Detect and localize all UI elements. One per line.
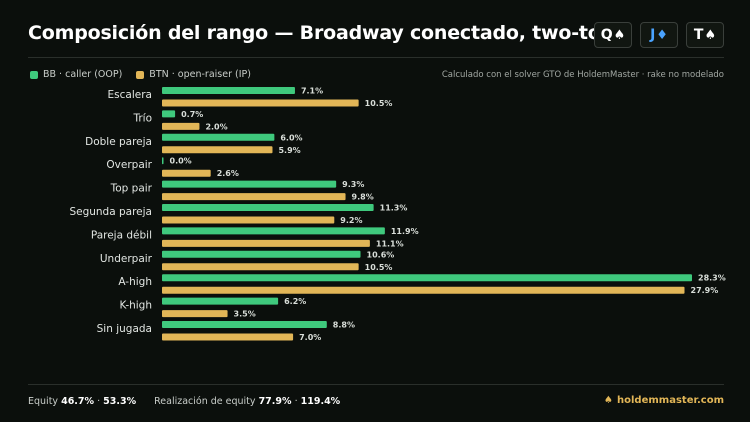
category-label: Doble pareja	[85, 136, 152, 148]
legend-label-btn: BTN · open-raiser (IP)	[149, 69, 251, 80]
spade-icon: ♠	[704, 27, 717, 43]
card-rank: Q	[600, 27, 613, 43]
value-label: 8.8%	[333, 321, 355, 330]
legend-item-bb: BB · caller (OOP)	[30, 69, 122, 80]
bar-btn	[162, 146, 273, 154]
equity-btn-value: 53.3%	[103, 396, 137, 407]
card-rank: T	[693, 27, 704, 43]
category-label: K-high	[120, 300, 152, 312]
solver-note: Calculado con el solver GTO de HoldemMas…	[441, 70, 724, 80]
category-label: Escalera	[108, 89, 152, 101]
bar-bb	[162, 133, 275, 141]
value-label: 9.3%	[342, 180, 364, 189]
brand-link[interactable]: ♠ holdemmaster.com	[604, 395, 724, 406]
category-label: Pareja débil	[91, 229, 152, 241]
value-label: 10.6%	[367, 250, 395, 259]
bar-bb	[162, 110, 176, 118]
bar-btn	[162, 193, 346, 201]
category-label: Underpair	[100, 253, 153, 265]
value-label: 11.3%	[380, 204, 408, 213]
footer-stats: Equity 46.7% · 53.3% Realización de equi…	[28, 396, 340, 407]
value-label: 11.9%	[391, 227, 419, 236]
equity-bb-value: 46.7%	[61, 396, 95, 407]
realization-stat: Realización de equity 77.9% · 119.4%	[154, 396, 340, 407]
spade-icon: ♠	[604, 395, 614, 406]
chart-legend: BB · caller (OOP) BTN · open-raiser (IP)	[30, 69, 251, 80]
bar-bb	[162, 87, 295, 94]
card-rank: J	[650, 27, 656, 43]
value-label: 2.0%	[205, 122, 227, 131]
board-card-2: J ♦	[640, 22, 678, 48]
board-card-3: T ♠	[686, 22, 724, 48]
value-label: 0.7%	[181, 110, 203, 119]
bar-btn	[162, 99, 359, 107]
value-label: 9.8%	[352, 193, 374, 202]
bar-btn	[162, 216, 335, 224]
realization-bb-value: 77.9%	[258, 396, 292, 407]
bar-bb	[162, 297, 279, 305]
value-label: 10.5%	[365, 263, 393, 272]
board-card-1: Q ♠	[594, 22, 632, 48]
category-label: Trío	[132, 112, 152, 124]
value-label: 3.5%	[234, 310, 256, 319]
footer-divider	[28, 384, 724, 385]
bar-bb	[162, 157, 164, 165]
value-label: 9.2%	[340, 216, 362, 225]
equity-stat: Equity 46.7% · 53.3%	[28, 396, 136, 407]
value-label: 0.0%	[170, 157, 192, 166]
value-label: 5.9%	[278, 146, 300, 155]
realization-sep: ·	[294, 396, 298, 407]
range-composition-chart: Escalera 7.1% 10.5% Trío 0.7%2.0% Doble parej…	[69, 87, 726, 343]
page-title: Composición del rango — Broadway conecta…	[28, 22, 627, 44]
brand-text: holdemmaster.com	[617, 395, 724, 406]
bar-btn	[162, 333, 294, 341]
bar-btn	[162, 239, 370, 247]
value-label: 28.3%	[698, 274, 726, 283]
bar-bb	[162, 227, 385, 235]
category-label: Sin jugada	[97, 323, 152, 335]
category-label: Top pair	[110, 183, 153, 195]
bar-btn	[162, 263, 359, 271]
value-label: 2.6%	[217, 169, 239, 178]
header-divider	[28, 57, 724, 58]
bar-bb	[162, 321, 327, 328]
legend-swatch-btn	[136, 70, 145, 79]
equity-label: Equity	[28, 396, 59, 407]
legend-label-bb: BB · caller (OOP)	[43, 69, 123, 80]
bar-bb	[162, 204, 374, 211]
legend-swatch-bb	[30, 70, 38, 79]
value-label: 11.1%	[376, 239, 404, 248]
realization-btn-value: 119.4%	[300, 396, 341, 407]
value-label: 7.1%	[301, 87, 323, 96]
category-label: Overpair	[106, 159, 152, 171]
value-label: 27.9%	[691, 286, 719, 295]
bar-btn	[162, 310, 228, 318]
category-label: Segunda pareja	[69, 206, 152, 218]
category-label: A-high	[118, 276, 152, 288]
value-label: 6.2%	[284, 297, 306, 306]
realization-label: Realización de equity	[154, 396, 256, 407]
bar-bb	[162, 274, 692, 282]
board-cards: Q ♠ J ♦ T ♠	[594, 22, 724, 48]
value-label: 10.5%	[365, 99, 393, 108]
legend-item-btn: BTN · open-raiser (IP)	[136, 69, 251, 80]
bar-btn	[162, 122, 200, 130]
bar-btn	[162, 169, 211, 177]
bar-bb	[162, 250, 361, 258]
bar-bb	[162, 180, 337, 188]
value-label: 6.0%	[280, 133, 302, 142]
spade-icon: ♠	[613, 27, 626, 43]
equity-sep: ·	[97, 396, 101, 407]
diamond-icon: ♦	[656, 27, 668, 43]
value-label: 7.0%	[299, 333, 321, 342]
bar-btn	[162, 286, 685, 294]
